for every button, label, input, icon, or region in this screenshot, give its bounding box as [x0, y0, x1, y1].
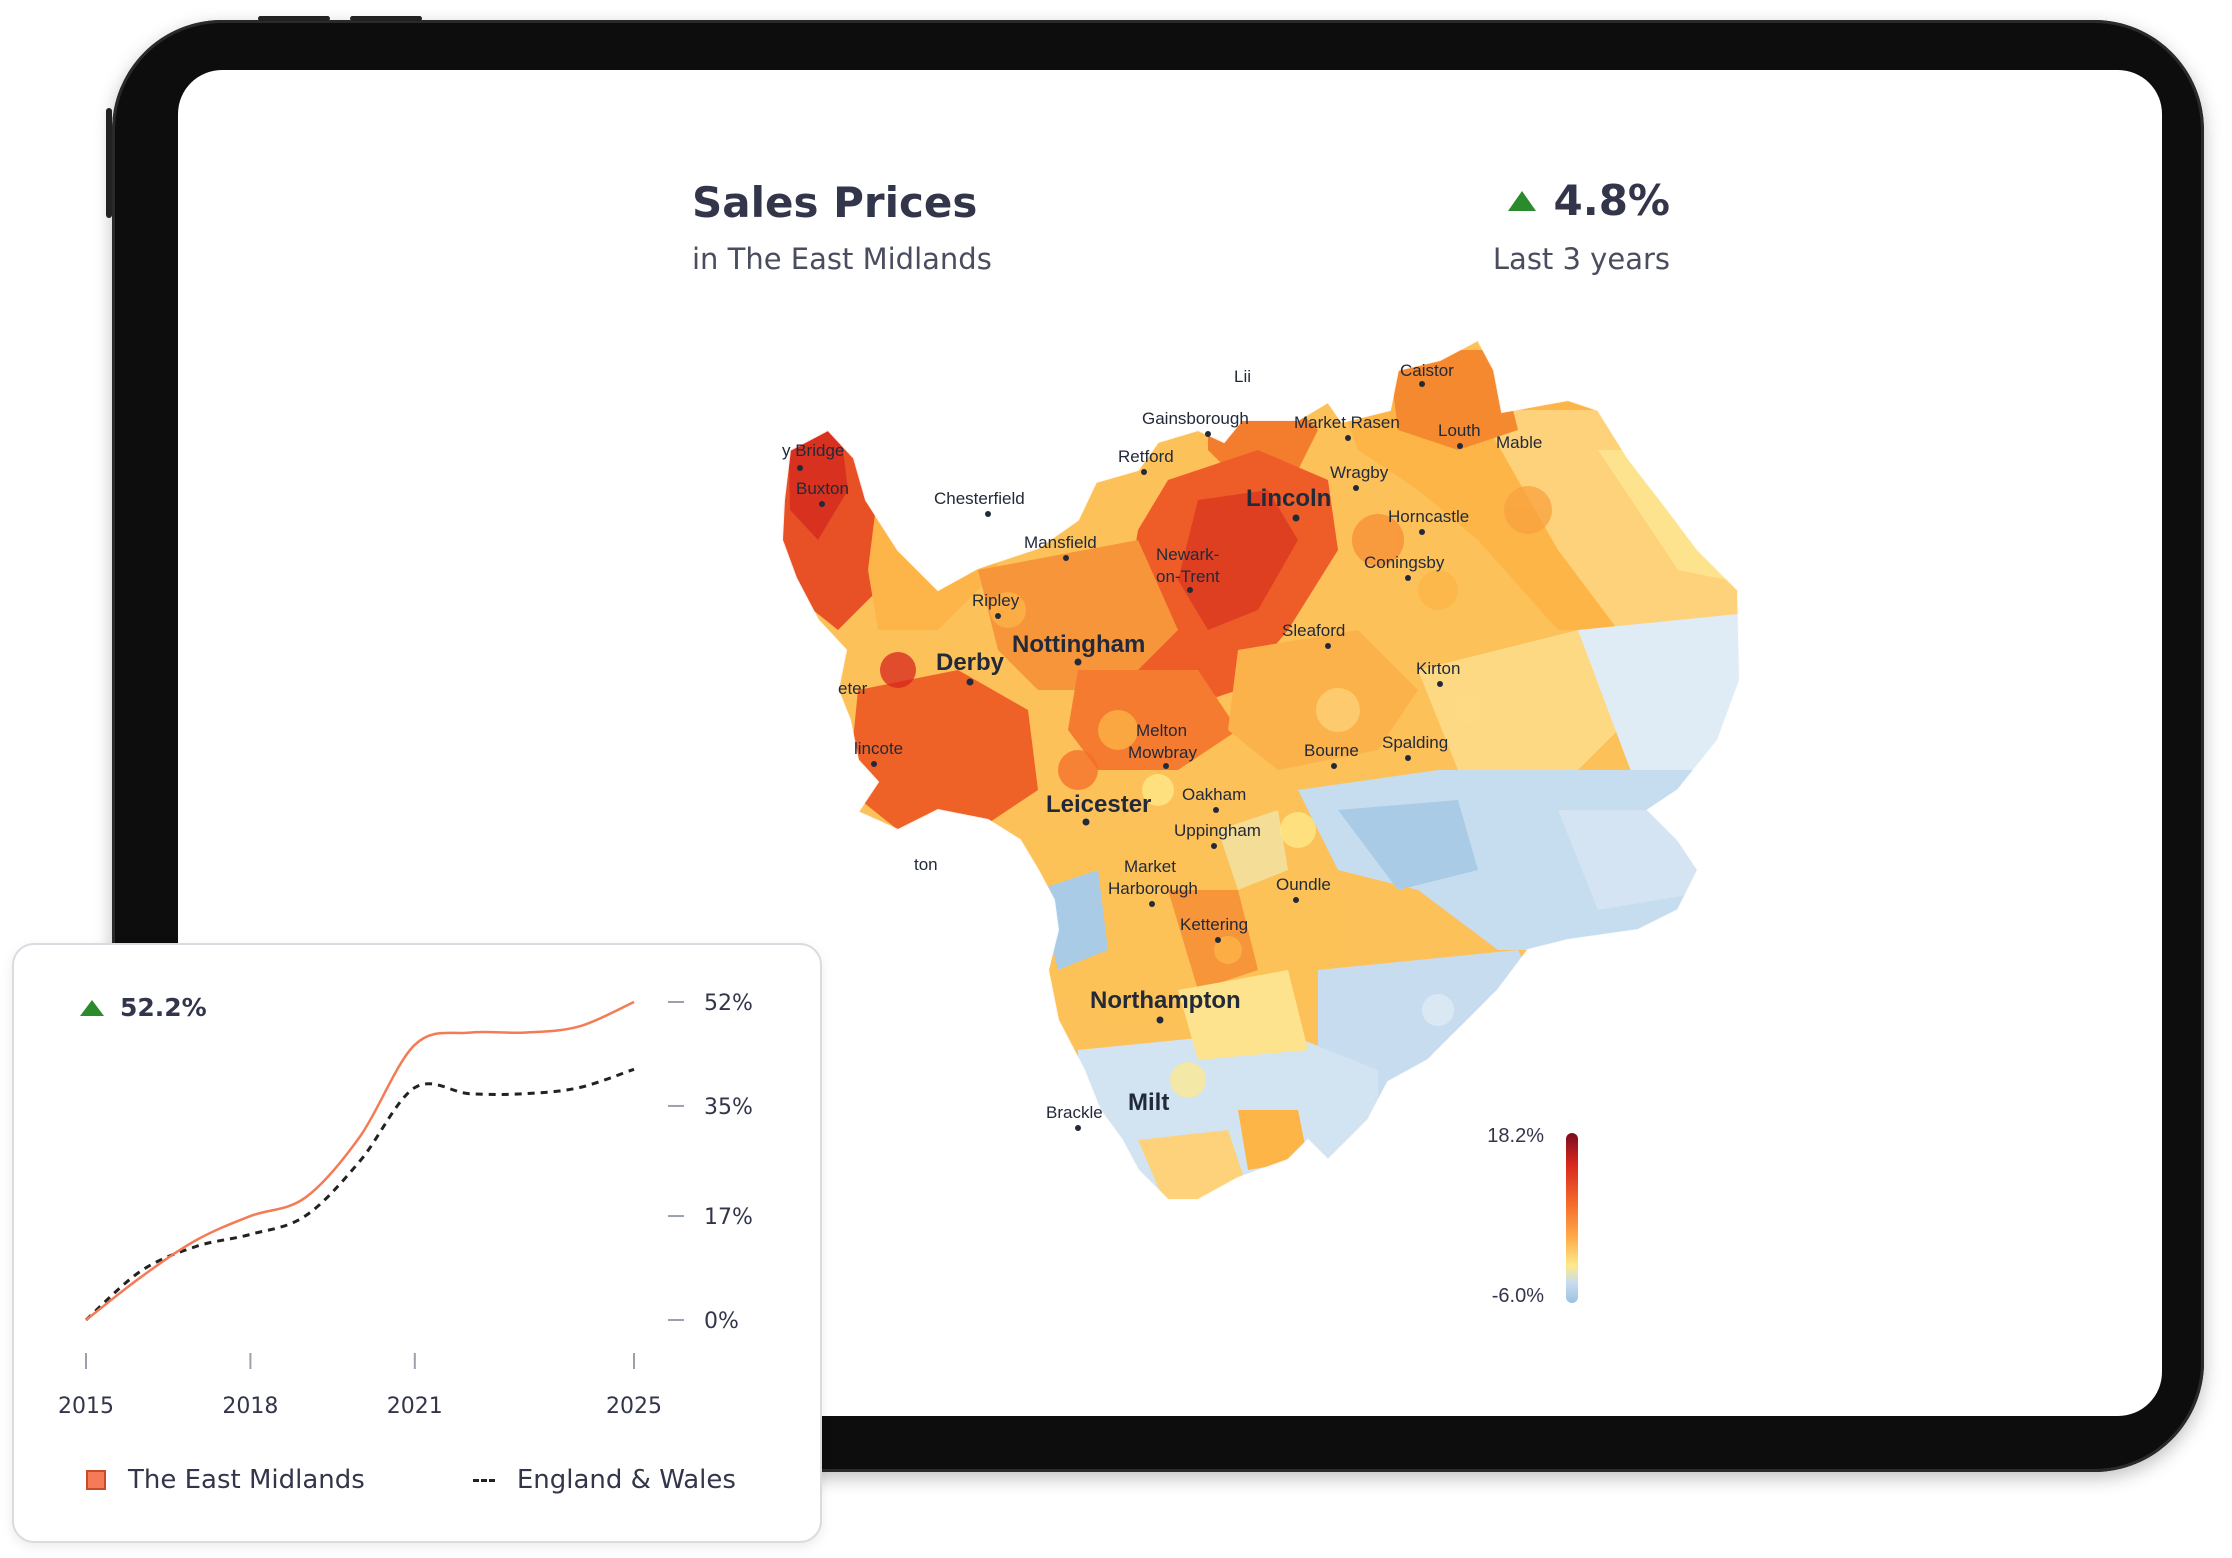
place-label: Gainsborough — [1142, 409, 1249, 428]
place-label: Mowbray — [1128, 743, 1197, 762]
x-tick-label: 2015 — [58, 1394, 114, 1419]
place-label: Chesterfield — [934, 489, 1025, 508]
place-label: Newark- — [1156, 545, 1219, 564]
x-tick-label: 2025 — [606, 1394, 662, 1419]
series-line-england-wales — [85, 1067, 635, 1322]
place-label: Lii — [1234, 367, 1251, 386]
triangle-up-icon — [1507, 190, 1536, 211]
place-label: Sleaford — [1282, 621, 1345, 640]
legend-series-b: England & Wales — [516, 1465, 736, 1495]
place-label: Kirton — [1416, 659, 1460, 678]
y-tick-label: 52% — [704, 991, 753, 1016]
place-label: Market — [1124, 857, 1176, 876]
triangle-up-icon — [80, 999, 104, 1016]
legend-swatch-dash-icon — [472, 1478, 495, 1482]
place-label: eter — [838, 679, 868, 698]
legend-swatch-square-icon — [86, 1470, 106, 1490]
change-value: 4.8% — [1553, 176, 1670, 225]
x-tick-label: 2018 — [222, 1394, 278, 1419]
tablet-top-button-right — [350, 16, 422, 21]
y-tick-label: 35% — [704, 1095, 753, 1120]
place-label: Melton — [1136, 721, 1187, 740]
place-label: Brackle — [1046, 1103, 1103, 1122]
place-label: Spalding — [1382, 733, 1448, 752]
place-label: Louth — [1438, 421, 1481, 440]
place-label: Coningsby — [1364, 553, 1445, 572]
color-scale-bar — [1566, 1133, 1578, 1303]
place-label: Buxton — [796, 479, 849, 498]
change-stat: 4.8% — [1507, 176, 1670, 225]
map-place-labels: Caistor Lii Gainsborough Market Rasen Lo… — [782, 361, 1542, 1131]
page-title: Sales Prices — [692, 178, 978, 227]
place-label: Leicester — [1046, 791, 1151, 818]
legend-series-a: The East Midlands — [128, 1465, 365, 1495]
place-label: Lincoln — [1246, 485, 1331, 512]
scale-min-label: -6.0% — [1492, 1285, 1544, 1307]
tablet-side-button — [106, 108, 112, 218]
place-label: Mable — [1496, 433, 1542, 452]
place-label: Uppingham — [1174, 821, 1261, 840]
series-line-east-midlands — [85, 1000, 635, 1321]
place-label: Harborough — [1108, 879, 1198, 898]
change-period: Last 3 years — [1492, 242, 1670, 276]
place-label: Retford — [1118, 447, 1174, 466]
place-label: Horncastle — [1388, 507, 1469, 526]
place-label: Kettering — [1180, 915, 1248, 934]
y-tick-label: 0% — [704, 1309, 739, 1334]
place-label: Mansfield — [1024, 533, 1097, 552]
place-label: Caistor — [1400, 361, 1454, 380]
trend-chart-card: 52.2% 0% 17% 35% 52% 2015 2018 2021 2025 The Ea… — [12, 943, 822, 1543]
place-label: Milt — [1128, 1089, 1169, 1116]
chart-legend: The East Midlands England & Wales — [86, 1465, 736, 1495]
tablet-top-button-left — [258, 16, 330, 21]
y-tick-label: 17% — [704, 1205, 753, 1230]
x-tick-label: 2021 — [387, 1394, 443, 1419]
place-label: lincote — [854, 739, 903, 758]
place-label: Oundle — [1276, 875, 1331, 894]
place-label: Bourne — [1304, 741, 1359, 760]
tablet-screen: Sales Prices in The East Midlands 4.8% L… — [178, 70, 2162, 1416]
place-label: y Bridge — [782, 441, 844, 460]
place-label: on-Trent — [1156, 567, 1220, 586]
color-scale-legend: 18.2% -6.0% — [1487, 1125, 1578, 1307]
place-label: Wragby — [1330, 463, 1389, 482]
line-chart: 0% 17% 35% 52% 2015 2018 2021 2025 — [58, 991, 753, 1419]
place-label: ton — [914, 855, 938, 874]
card-change-value: 52.2% — [120, 993, 207, 1022]
card-change-stat: 52.2% — [80, 993, 207, 1022]
scale-max-label: 18.2% — [1487, 1125, 1544, 1147]
page-subtitle: in The East Midlands — [692, 242, 992, 276]
place-label: Nottingham — [1012, 631, 1145, 658]
place-label: Ripley — [972, 591, 1020, 610]
place-label: Market Rasen — [1294, 413, 1400, 432]
place-label: Northampton — [1090, 987, 1241, 1014]
choropleth-map[interactable]: Caistor Lii Gainsborough Market Rasen Lo… — [178, 70, 2162, 1416]
place-label: Oakham — [1182, 785, 1246, 804]
place-label: Derby — [936, 649, 1005, 676]
